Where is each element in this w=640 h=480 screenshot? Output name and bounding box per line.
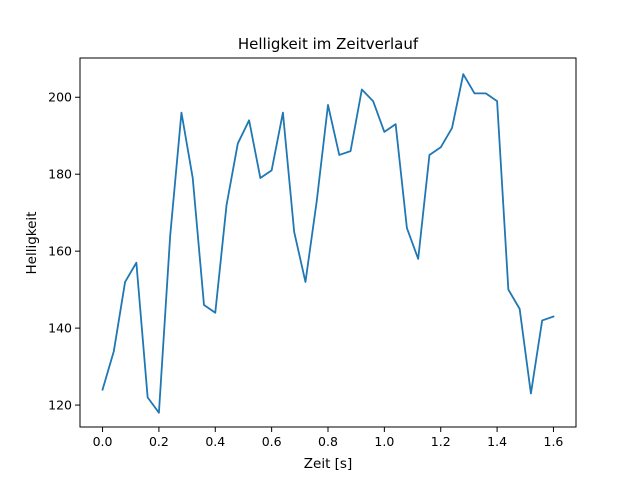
x-tick-label: 1.2 — [431, 434, 451, 449]
y-tick-label: 160 — [48, 244, 72, 259]
x-tick-label: 1.4 — [487, 434, 507, 449]
x-tick-label: 0.4 — [205, 434, 225, 449]
axes-frame — [79, 57, 577, 428]
x-tick-label: 1.6 — [544, 434, 564, 449]
x-axis-label: Zeit [s] — [304, 456, 352, 472]
x-tick-label: 0.8 — [318, 434, 338, 449]
y-axis-ticks: 120 140 160 180 200 — [48, 90, 80, 413]
x-tick-label: 0.6 — [262, 434, 282, 449]
y-tick-label: 200 — [48, 90, 72, 105]
plot-area — [80, 58, 576, 427]
y-tick-label: 140 — [48, 321, 72, 336]
x-tick-label: 1.0 — [374, 434, 394, 449]
y-tick-label: 120 — [48, 398, 72, 413]
y-tick-label: 180 — [48, 167, 72, 182]
chart-title: Helligkeit im Zeitverlauf — [238, 35, 419, 53]
y-axis-label: Helligkeit — [24, 212, 40, 275]
axes-background — [80, 58, 576, 427]
x-tick-label: 0.2 — [149, 434, 169, 449]
series-line — [101, 73, 555, 414]
x-axis-ticks: 0.0 0.2 0.4 0.6 0.8 1.0 1.2 1.4 1.6 — [93, 427, 564, 449]
x-tick-label: 0.0 — [93, 434, 113, 449]
